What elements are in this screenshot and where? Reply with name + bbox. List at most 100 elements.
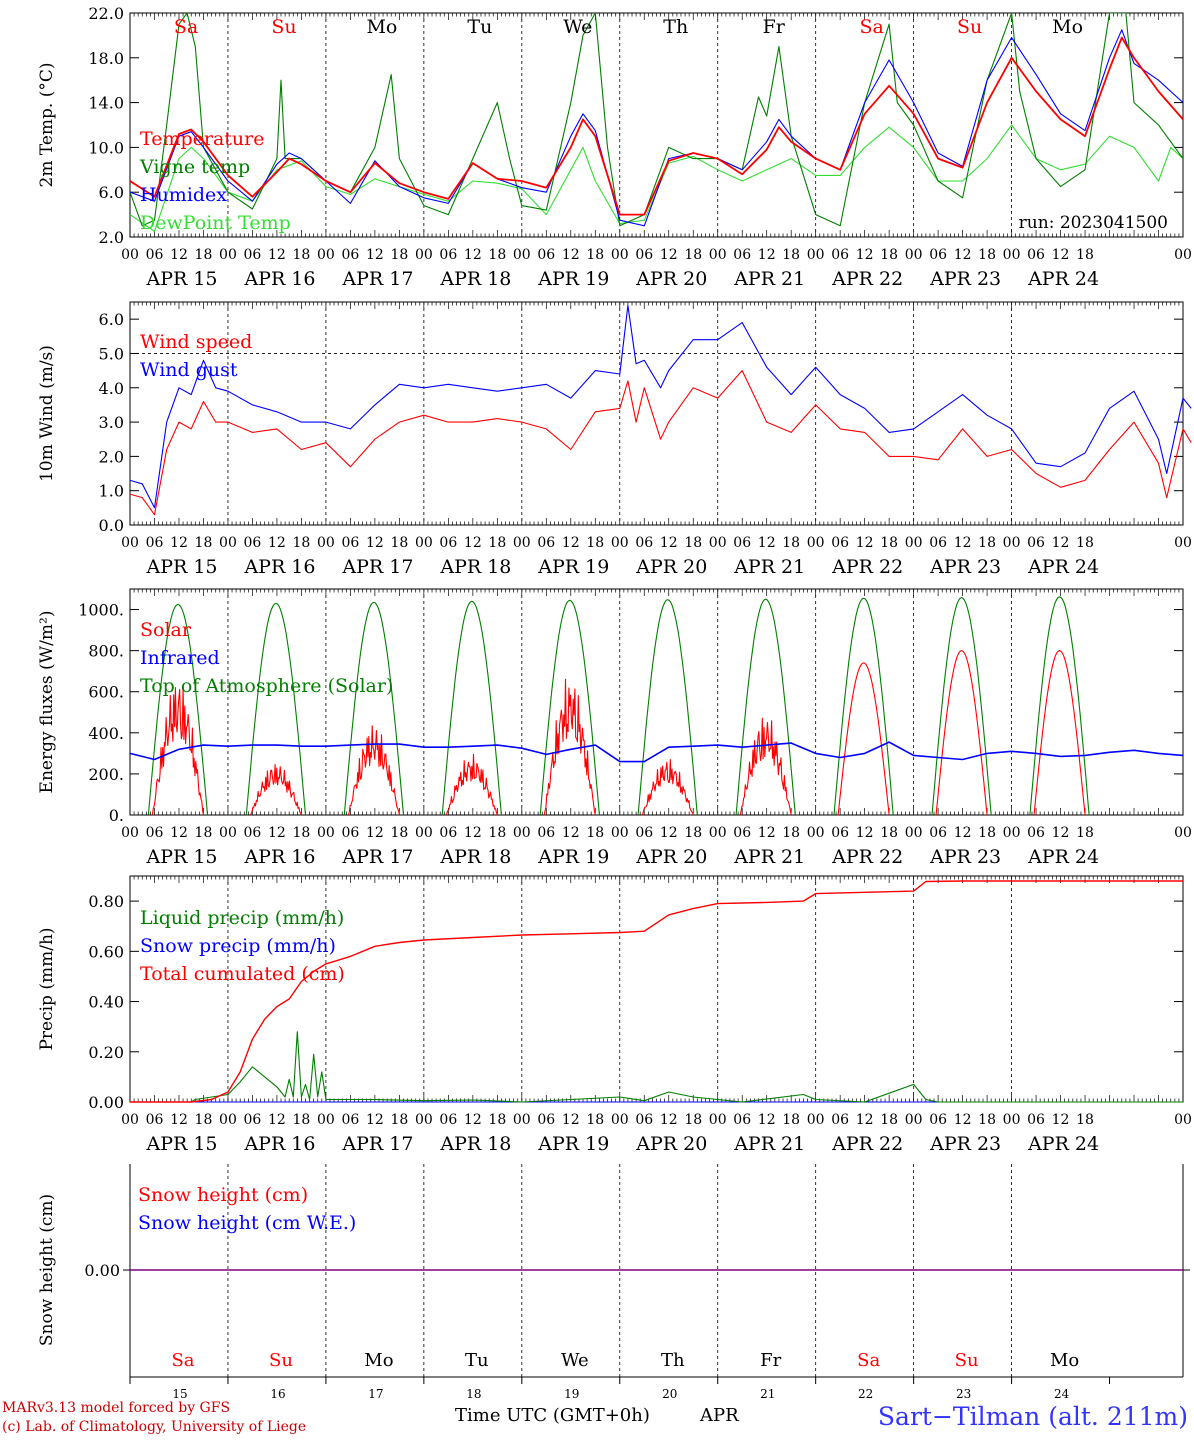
energy-hour-label: 12 <box>660 825 678 841</box>
temp-hour-label: 18 <box>1076 247 1094 263</box>
temp-legend-entry: DewPoint Temp <box>140 212 291 234</box>
snow-day-number: 15 <box>172 1387 187 1401</box>
precip-hour-label: 00 <box>219 1112 237 1128</box>
snow-weekday-label: We <box>561 1350 589 1371</box>
energy-legend-entry: Top of Atmosphere (Solar) <box>140 675 393 697</box>
energy-y-tick-label: 400. <box>88 724 124 743</box>
x-axis-label: Time UTC (GMT+0h) <box>455 1405 650 1426</box>
wind-hour-label: 18 <box>880 535 898 551</box>
precip-hour-label: 00 <box>415 1112 433 1128</box>
snow-weekday-label: Su <box>955 1350 979 1371</box>
wind-date-label: APR 20 <box>635 556 707 578</box>
temp-frame <box>129 12 1184 238</box>
snow-day-number: 24 <box>1054 1387 1070 1401</box>
wind-hour-label: 12 <box>170 535 188 551</box>
temp-hour-label: 18 <box>978 247 996 263</box>
energy-hour-label: 18 <box>195 825 213 841</box>
snow-y-tick-label: 0.00 <box>84 1261 120 1280</box>
energy-hour-label: 18 <box>586 825 604 841</box>
wind-hour-label: 12 <box>1052 535 1070 551</box>
precip-hour-label: 18 <box>293 1112 311 1128</box>
temp-y-axis-label: 2m Temp. (°C) <box>37 62 57 187</box>
wind-date-label: APR 15 <box>145 556 217 578</box>
wind-frame <box>129 301 1184 526</box>
energy-hour-label: 06 <box>929 825 947 841</box>
precip-hour-label: 06 <box>929 1112 947 1128</box>
precip-hour-label: 18 <box>390 1112 408 1128</box>
temp-hour-label: 06 <box>635 247 653 263</box>
wind-date-label: APR 23 <box>929 556 1001 578</box>
precip-y-tick-label: 0.60 <box>88 942 124 961</box>
wind-series <box>129 304 1192 516</box>
energy-date-label: APR 21 <box>733 846 805 868</box>
wind-series-wind-gust <box>129 304 1192 509</box>
precip-hour-label: 06 <box>635 1112 653 1128</box>
wind-date-label: APR 16 <box>243 556 315 578</box>
temperature-series <box>130 13 1183 232</box>
snow-weekday-label: Th <box>661 1350 685 1371</box>
precip-hour-label: 00 <box>611 1112 629 1128</box>
wind-hour-label: 00 <box>709 535 727 551</box>
precip-hour-label: 18 <box>684 1112 702 1128</box>
energy-hour-label: 12 <box>170 825 188 841</box>
temp-hour-label: 18 <box>293 247 311 263</box>
energy-hour-label: 12 <box>1052 825 1070 841</box>
precip-hour-label: 18 <box>586 1112 604 1128</box>
energy-hour-label: 12 <box>954 825 972 841</box>
wind-hour-label: 12 <box>954 535 972 551</box>
temp-hour-label: 18 <box>488 247 506 263</box>
temp-series-humidex <box>130 29 1183 227</box>
energy-solar-day <box>739 717 792 816</box>
precip-hour-label: 18 <box>978 1112 996 1128</box>
energy-hour-label: 00 <box>121 825 139 841</box>
wind-hour-label: 06 <box>439 535 457 551</box>
precip-panel: 0.00 0.20 0.40 0.60 0.80 Precip (mm/h) Liquid … <box>37 875 1192 1155</box>
energy-hour-label: 00 <box>709 825 727 841</box>
energy-hour-label: 06 <box>341 825 359 841</box>
energy-legend-entry: Solar <box>140 619 192 641</box>
precip-date-label: APR 15 <box>145 1133 217 1155</box>
temp-weekday-label: Sa <box>174 16 198 38</box>
precip-hour-label: 18 <box>488 1112 506 1128</box>
temp-series-temperature <box>130 36 1183 216</box>
energy-toa-day <box>735 598 796 816</box>
wind-hour-label: 12 <box>856 535 874 551</box>
precip-hour-label: 00 <box>807 1112 825 1128</box>
wind-hour-label: 12 <box>562 535 580 551</box>
energy-hour-label: 18 <box>488 825 506 841</box>
precip-legend-entry: Snow precip (mm/h) <box>140 935 336 957</box>
energy-solar-day <box>347 725 400 816</box>
precip-hour-label: 06 <box>341 1112 359 1128</box>
temp-legend-entry: Temperature <box>140 128 264 150</box>
temp-date-label: APR 23 <box>929 268 1001 290</box>
precip-hour-label: 12 <box>268 1112 286 1128</box>
wind-hour-label: 06 <box>537 535 555 551</box>
precip-hour-label: 06 <box>831 1112 849 1128</box>
energy-y-tick-label: 200. <box>88 765 124 784</box>
precip-hour-label: 12 <box>660 1112 678 1128</box>
precip-hour-label: 06 <box>733 1112 751 1128</box>
temp-hour-label: 00 <box>317 247 335 263</box>
wind-hour-label: 18 <box>293 535 311 551</box>
wind-hour-label: 06 <box>244 535 262 551</box>
wind-hour-label: 12 <box>660 535 678 551</box>
temp-hour-label: 18 <box>195 247 213 263</box>
temp-series-dewpoint-temp <box>130 124 1183 232</box>
precip-hour-label: 06 <box>537 1112 555 1128</box>
energy-hour-label: 18 <box>684 825 702 841</box>
temp-hour-label: 00 <box>1003 247 1021 263</box>
wind-hour-label: 06 <box>831 535 849 551</box>
energy-solar-day <box>1033 650 1086 816</box>
precip-hour-label: 06 <box>439 1112 457 1128</box>
temp-weekday-label: Fr <box>763 16 786 38</box>
energy-y-tick-label: 0. <box>109 806 124 825</box>
temp-hour-label: 06 <box>244 247 262 263</box>
temp-y-tick-label: 2.0 <box>99 228 124 247</box>
energy-hour-label: 12 <box>562 825 580 841</box>
temp-date-label: APR 22 <box>831 268 903 290</box>
wind-hour-label: 18 <box>782 535 800 551</box>
temp-hour-label: 18 <box>684 247 702 263</box>
temp-run-annotation: run: 2023041500 <box>1019 213 1168 233</box>
temp-hour-label: 12 <box>170 247 188 263</box>
